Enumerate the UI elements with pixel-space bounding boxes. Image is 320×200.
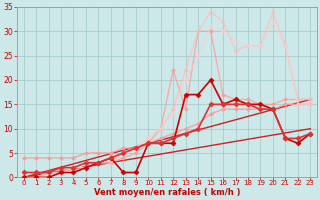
- X-axis label: Vent moyen/en rafales ( km/h ): Vent moyen/en rafales ( km/h ): [94, 188, 240, 197]
